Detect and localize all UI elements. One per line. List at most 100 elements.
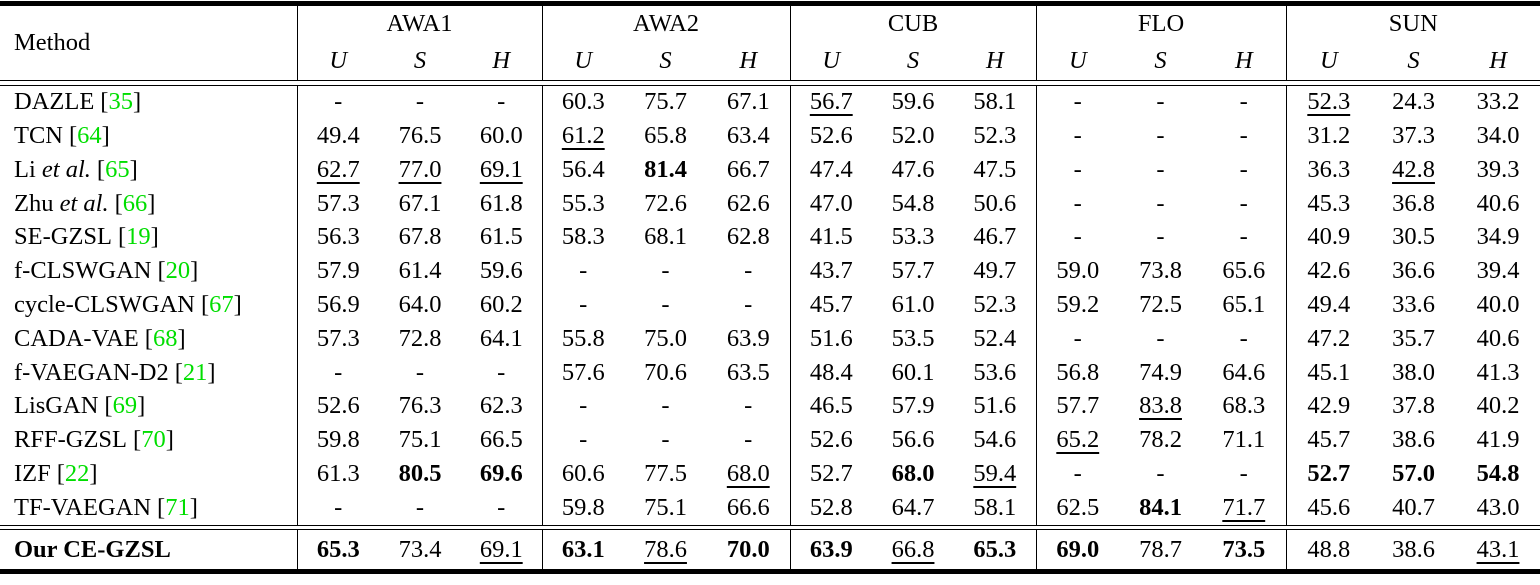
cell-value: 69.0 [1056,535,1100,563]
cell-value: 43.7 [809,257,853,285]
cell-value: 68.3 [1222,392,1266,420]
cell-value: 42.9 [1307,392,1351,420]
cell-awa2-h: - [707,254,790,288]
cell-value: 62.6 [726,189,770,217]
cell-value: 47.2 [1307,324,1351,352]
cell-value: 58.3 [561,223,605,251]
cell-value: 73.8 [1139,257,1182,285]
cell-value: 57.9 [891,392,935,420]
cell-awa2-h: 67.1 [707,86,790,120]
method-name: Zhu [14,189,54,217]
cell-awa1-u: 56.3 [296,220,379,255]
cell-value: 24.3 [1392,88,1435,116]
cell-awa2-u: 59.8 [541,491,624,525]
cell-awa2-h: 63.5 [707,356,790,390]
cell-value: 60.0 [479,121,523,149]
cell-value: 54.6 [973,426,1017,454]
method-name: IZF [14,459,51,487]
row-tf-vaegan: TF-VAEGAN [71] - - - 59.8 75.1 66.6 52.8 64.7 58.1… [0,491,1540,525]
cell-flo-h: - [1202,322,1286,356]
citation-number[interactable]: 66 [122,189,148,217]
cell-sun-s: 36.6 [1371,254,1456,288]
cell-sun-h: 34.0 [1456,119,1540,153]
method-cell: Zhu et al. [66] [0,187,297,221]
cell-cub-s: 52.0 [872,119,954,153]
citation-number[interactable]: 67 [209,290,234,318]
cell-value: 37.8 [1392,392,1435,420]
table-top-double-rule [0,1,1540,6]
cell-value: 54.8 [891,189,935,217]
cell-value: - [1239,121,1248,149]
cell-awa1-u: 57.3 [296,186,379,221]
cell-awa1-u: 57.9 [296,254,379,289]
cell-flo-u: - [1035,186,1119,221]
citation-number[interactable]: 65 [105,155,130,183]
cell-value: 65.6 [1222,257,1266,285]
cell-cub-h: 51.6 [954,390,1036,424]
cell-value: 53.6 [973,358,1017,386]
citation-number[interactable]: 70 [141,426,166,454]
cell-value: 66.8 [891,535,935,563]
cell-awa2-s: - [624,423,707,457]
cell-awa2-s: 75.7 [624,86,707,120]
citation-number[interactable]: 35 [108,88,133,116]
cell-sun-s: 30.5 [1371,221,1456,255]
cell-value: 40.6 [1476,324,1520,352]
cell-flo-h: - [1202,86,1286,120]
cell-value: 51.6 [809,324,853,352]
cell-cub-u: 52.6 [789,119,872,154]
citation-number[interactable]: 68 [152,324,178,352]
method-column-header: Method [14,28,91,56]
cell-awa2-u: 57.6 [541,355,624,390]
citation-number[interactable]: 19 [126,223,151,251]
cell-value: 67.1 [398,189,442,217]
method-name: Our CE-GZSL [14,535,171,563]
dataset-header-awa1: AWA1 [296,6,543,43]
cell-value: 84.1 [1139,493,1182,521]
cell-awa2-h: - [707,288,790,322]
cell-value: - [661,426,670,454]
cell-value: 59.6 [891,88,935,116]
citation-number[interactable]: 20 [165,257,191,285]
citation-number[interactable]: 64 [77,121,102,149]
cell-awa2-u: 63.1 [541,530,624,570]
cell-awa1-u: - [296,491,379,525]
cell-value: 45.7 [809,290,853,318]
citation-number[interactable]: 71 [165,493,190,521]
cell-value: 57.6 [561,358,605,386]
cell-awa1-h: 69.1 [461,153,542,187]
citation-number[interactable]: 22 [64,459,90,487]
cell-value: 55.8 [561,324,605,352]
cell-value: - [1239,223,1248,251]
cell-awa2-h: 68.0 [707,457,790,491]
cell-cub-h: 58.1 [954,86,1036,120]
cell-cub-h: 47.5 [954,153,1036,187]
cell-flo-h: 68.3 [1202,390,1286,424]
cell-value: 59.8 [561,493,605,521]
cell-value: 34.9 [1476,223,1520,251]
cell-value: 56.8 [1056,358,1100,386]
citation-number[interactable]: 69 [112,392,138,420]
cell-value: - [415,493,425,521]
method-cell: TCN [64] [0,119,297,153]
cell-flo-u: - [1035,220,1119,255]
cell-value: 62.3 [479,392,523,420]
metric-header-awa2-s: S [659,47,672,75]
cell-value: 61.3 [316,459,360,487]
metric-header-flo-u: U [1035,43,1120,80]
row-dazle: DAZLE [35] - - - 60.3 75.7 67.1 56.7 59.6 58.1 - - - 5… [0,85,1540,120]
et-al-label: et al. [59,189,109,217]
cell-cub-h: 59.4 [954,457,1036,491]
cell-awa2-s: 75.0 [624,322,707,356]
cell-sun-u: 42.6 [1285,254,1371,289]
cell-cub-h: 46.7 [954,221,1036,255]
cell-sun-u: 36.3 [1285,153,1371,187]
cell-value: - [1073,121,1082,149]
citation-number[interactable]: 21 [182,358,208,386]
cell-awa1-s: 64.0 [379,288,461,322]
cell-value: 69.1 [479,155,523,183]
cell-value: 35.7 [1392,324,1435,352]
cell-sun-s: 37.8 [1371,390,1456,424]
cell-value: 70.6 [644,358,687,386]
cell-value: 73.5 [1222,535,1266,563]
